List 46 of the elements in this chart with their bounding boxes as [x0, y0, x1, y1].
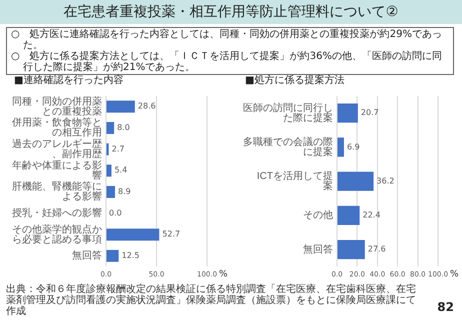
- text: 在宅患者重複投薬・相互作用等防止管理料について②: [0, 0, 462, 24]
- data-label: 8.0: [117, 123, 130, 132]
- data-label: 28.6: [138, 102, 156, 111]
- bar: [106, 250, 119, 262]
- data-label: 36.2: [376, 176, 394, 186]
- text: ○ 処方医に連絡確認を行った内容としては、同種・同効の併用薬との重複投薬が約29%であった。: [11, 29, 443, 51]
- bar: [106, 100, 135, 113]
- text: 82: [437, 300, 454, 314]
- y-tick-label: その他薬学的観点から必要と認める事項: [12, 223, 102, 246]
- y-tick-label: 無回答: [72, 250, 102, 262]
- x-axis-title: %: [219, 269, 228, 280]
- bar: [106, 228, 160, 241]
- y-tick-label: 過去のアレルギー歴、副作用歴: [12, 138, 102, 160]
- bar: [338, 240, 365, 260]
- bar: [338, 138, 344, 157]
- y-tick-label: 併用薬・飲食物等との相互作用: [12, 116, 102, 139]
- x-axis-title: %: [450, 269, 459, 280]
- y-tick-label: 無回答: [303, 243, 333, 256]
- y-tick-label: ICTを活用して提案: [256, 170, 333, 192]
- data-label: 5.4: [114, 166, 128, 175]
- bar: [338, 103, 358, 123]
- y-tick-label: 医師の訪問に同行した際に提案: [243, 102, 333, 124]
- bar: [338, 172, 374, 191]
- y-tick-label: その他: [303, 209, 333, 222]
- source-note: 出典：令和６年度診療報酬改定の結果検証に係る特別調査「在宅医療、在宅歯科医療、在宅薬剤管理及び訪問看護の実施状況調査」保険薬局調査（施設票）をもとに保険局医療課にて作成: [6, 284, 416, 317]
- data-label: 20.7: [360, 108, 379, 118]
- y-tick-label: 肝機能、腎機能等による影響: [12, 180, 102, 203]
- bar: [106, 164, 112, 177]
- data-label: 52.7: [162, 230, 180, 239]
- data-label: 27.6: [368, 244, 386, 254]
- y-tick-label: 年齢や体重による影響: [12, 159, 102, 182]
- y-tick-label: 授乳・妊婦への影響: [12, 207, 102, 220]
- data-label: 2.7: [112, 144, 124, 154]
- data-label: 12.5: [122, 251, 140, 260]
- data-label: 6.9: [346, 142, 360, 152]
- data-label: 0.0: [109, 208, 122, 218]
- y-tick-label: 多職種での会議の際に提案: [243, 136, 333, 158]
- data-label: 22.4: [362, 210, 380, 220]
- chart-title: ■処方に係る提案方法: [245, 75, 346, 87]
- data-label: 8.9: [118, 187, 131, 196]
- bar: [106, 186, 115, 198]
- y-tick-label: 同種・同効の併用薬との重複投薬: [12, 95, 102, 118]
- bar: [106, 122, 114, 134]
- bar: [338, 206, 360, 226]
- chart-title: ■連絡確認を行った内容: [14, 75, 124, 87]
- text: ○ 処方に係る提案方法としては、「ＩＣＴを活用して提案」が約36%の他、「医師の訪問に同行した際に提案」が約21%であった。: [11, 51, 443, 73]
